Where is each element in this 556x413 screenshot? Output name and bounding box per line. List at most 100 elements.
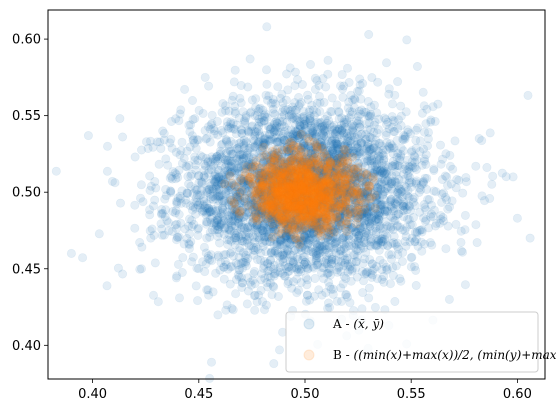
series-a-point (150, 258, 160, 268)
series-a-point (263, 122, 273, 132)
series-a-point (317, 166, 327, 176)
series-a-point (216, 220, 226, 230)
series-a-point (190, 184, 200, 194)
series-a-point (213, 310, 223, 320)
series-a-point (351, 205, 361, 215)
series-a-point (388, 213, 398, 223)
series-a-point (366, 102, 376, 112)
series-a-point (321, 288, 331, 298)
series-a-point (224, 223, 234, 233)
series-a-point (305, 113, 315, 123)
series-a-point (315, 98, 325, 108)
series-a-point (307, 224, 317, 234)
series-a-point (266, 193, 276, 203)
series-a-point (205, 179, 215, 189)
series-a-point (209, 123, 219, 133)
series-a-point (348, 95, 358, 105)
series-a-point (325, 129, 335, 139)
series-a-point (366, 234, 376, 244)
series-a-point (299, 186, 309, 196)
series-a-point (366, 145, 376, 155)
series-a-point (142, 137, 152, 147)
series-a-point (328, 145, 338, 155)
series-a-point (317, 218, 327, 228)
series-a-point (222, 166, 232, 176)
series-a-point (375, 200, 385, 210)
series-a-point (244, 193, 254, 203)
series-a-point (252, 201, 262, 211)
series-a-point (426, 115, 436, 125)
series-a-point (209, 177, 219, 187)
series-a-point (173, 193, 183, 203)
series-a-point (372, 274, 382, 284)
series-a-point (323, 170, 333, 180)
series-a-point (295, 187, 305, 197)
series-a-point (352, 175, 362, 185)
series-a-point (284, 214, 294, 224)
series-a-point (239, 248, 249, 258)
series-a-point (354, 147, 364, 157)
series-a-point (354, 158, 364, 168)
series-a-point (319, 263, 329, 273)
series-a-point (411, 143, 421, 153)
series-a-point (281, 224, 291, 234)
series-a-point (372, 160, 382, 170)
series-a-point (393, 244, 403, 254)
series-a-point (251, 127, 261, 137)
series-a-point (290, 187, 300, 197)
series-a-point (326, 168, 336, 178)
series-a-point (336, 283, 346, 293)
series-a-point (355, 210, 365, 220)
series-a-point (175, 109, 185, 119)
series-a-point (306, 148, 316, 158)
series-a-point (157, 230, 167, 240)
series-a-point (294, 93, 304, 103)
series-a-point (229, 163, 239, 173)
series-a-point (389, 127, 399, 137)
series-a-point (148, 142, 158, 152)
series-a-point (435, 140, 445, 150)
series-a-point (193, 296, 203, 306)
series-a-point (321, 241, 331, 251)
series-a-point (137, 264, 147, 274)
series-a-point (331, 237, 341, 247)
series-a-point (202, 187, 212, 197)
series-a-point (369, 120, 379, 130)
series-a-point (356, 130, 366, 140)
series-a-point (213, 250, 223, 260)
series-a-point (325, 264, 335, 274)
series-a-point (261, 65, 271, 75)
series-a-point (393, 250, 403, 260)
series-a-point (344, 78, 354, 88)
series-a-point (396, 121, 406, 131)
series-a-point (373, 125, 383, 135)
series-a-point (161, 191, 171, 201)
series-a-point (371, 214, 381, 224)
series-a-point (241, 153, 251, 163)
series-a-point (273, 147, 283, 157)
series-a-point (231, 258, 241, 268)
series-a-point (405, 173, 415, 183)
series-a-point (417, 246, 427, 256)
series-a-point (320, 237, 330, 247)
series-a-point (337, 157, 347, 167)
series-a-point (407, 220, 417, 230)
series-a-point (232, 226, 242, 236)
series-a-point (393, 181, 403, 191)
series-a-point (415, 136, 425, 146)
series-a-point (385, 279, 395, 289)
series-a-point (360, 269, 370, 279)
series-a-point (216, 126, 226, 136)
series-a-point (103, 141, 113, 151)
series-a-point (365, 202, 375, 212)
series-a-point (301, 273, 311, 283)
series-a-point (300, 165, 310, 175)
series-a-point (272, 204, 282, 214)
series-a-point (319, 241, 329, 251)
series-a-point (187, 169, 197, 179)
series-a-point (246, 241, 256, 251)
series-a-point (385, 179, 395, 189)
series-a-point (399, 212, 409, 222)
series-a-point (78, 253, 88, 263)
series-a-point (334, 124, 344, 134)
